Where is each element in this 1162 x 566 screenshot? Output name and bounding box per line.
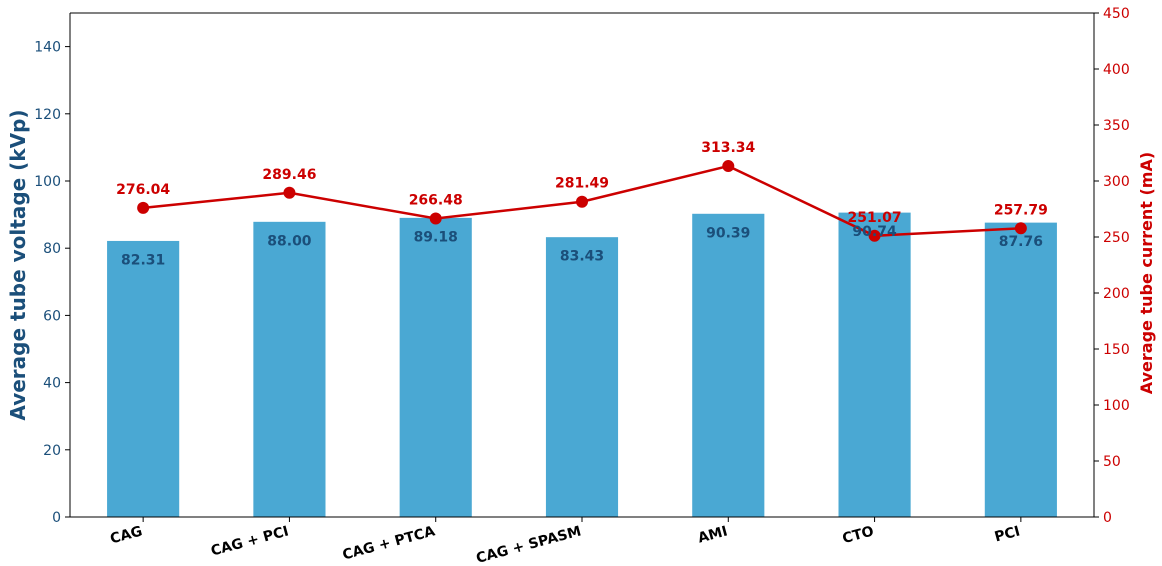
bar-value-label: 90.74 <box>852 224 897 240</box>
line-value-label: 289.46 <box>262 167 316 183</box>
bar-value-label: 89.18 <box>414 229 458 245</box>
bar-value-label: 82.31 <box>121 252 165 268</box>
x-tick-label: PCI <box>993 523 1022 545</box>
bar <box>252 220 327 518</box>
bar-value-label: 88.00 <box>267 233 312 249</box>
bar <box>398 216 473 518</box>
line-value-label: 276.04 <box>116 182 170 198</box>
line-point <box>722 160 735 173</box>
y-tick-label: 20 <box>43 443 61 459</box>
x-tick-label: CTO <box>841 523 876 547</box>
y-tick-label: 140 <box>34 40 61 56</box>
labels-layer: 82.31 88.00 89.18 83.43 90.39 90.74 87.76 276.0… <box>116 140 1048 268</box>
bar <box>106 239 181 518</box>
y2-tick-label: 350 <box>1103 118 1130 134</box>
y-tick-label: 40 <box>43 376 61 392</box>
line-layer <box>137 160 1027 242</box>
x-tick-label: CAG + PTCA <box>341 523 437 563</box>
bar <box>691 212 766 518</box>
x-tick-label: AMI <box>696 523 729 546</box>
line-point <box>1014 222 1027 235</box>
x-tick-label: CAG <box>109 523 145 547</box>
y-axis-title: Average tube voltage (kVp) <box>6 109 30 420</box>
line-value-label: 257.79 <box>994 202 1048 218</box>
x-tick-label: CAG + SPASM <box>475 523 583 566</box>
line-point <box>283 186 296 199</box>
y2-tick-label: 200 <box>1103 286 1130 302</box>
y2-tick-label: 450 <box>1103 6 1130 22</box>
bar-value-label: 90.39 <box>706 225 750 241</box>
y-tick-label: 60 <box>43 308 61 324</box>
line-point <box>868 229 881 242</box>
y2-tick-label: 150 <box>1103 342 1130 358</box>
line-value-label: 313.34 <box>701 140 755 156</box>
bar <box>544 236 620 518</box>
y2-tick-label: 250 <box>1103 230 1130 246</box>
y2-tick-label: 50 <box>1103 454 1121 470</box>
y2-tick-label: 300 <box>1103 174 1130 190</box>
y-tick-label: 120 <box>34 107 61 123</box>
y-tick-label: 0 <box>52 510 61 526</box>
line-point <box>576 195 588 208</box>
bar-value-label: 83.43 <box>560 249 604 265</box>
x-tick-label: CAG + PCI <box>209 523 290 559</box>
line-value-label: 251.07 <box>848 210 902 226</box>
line-point <box>429 212 442 225</box>
y2-tick-label: 100 <box>1103 398 1130 414</box>
line-value-label: 266.48 <box>409 193 463 209</box>
y2-tick-label: 400 <box>1103 62 1130 78</box>
y2-tick-label: 0 <box>1103 510 1112 526</box>
y-tick-label: 80 <box>43 241 61 257</box>
y-tick-label: 100 <box>34 174 61 190</box>
bars-layer <box>106 211 1058 518</box>
bar-value-label: 87.76 <box>999 234 1043 250</box>
bar <box>983 221 1058 518</box>
bar <box>837 211 912 518</box>
line-point <box>137 201 150 214</box>
line-value-label: 281.49 <box>555 176 609 192</box>
y2-axis-title: Average tube current (mA) <box>1137 152 1156 394</box>
